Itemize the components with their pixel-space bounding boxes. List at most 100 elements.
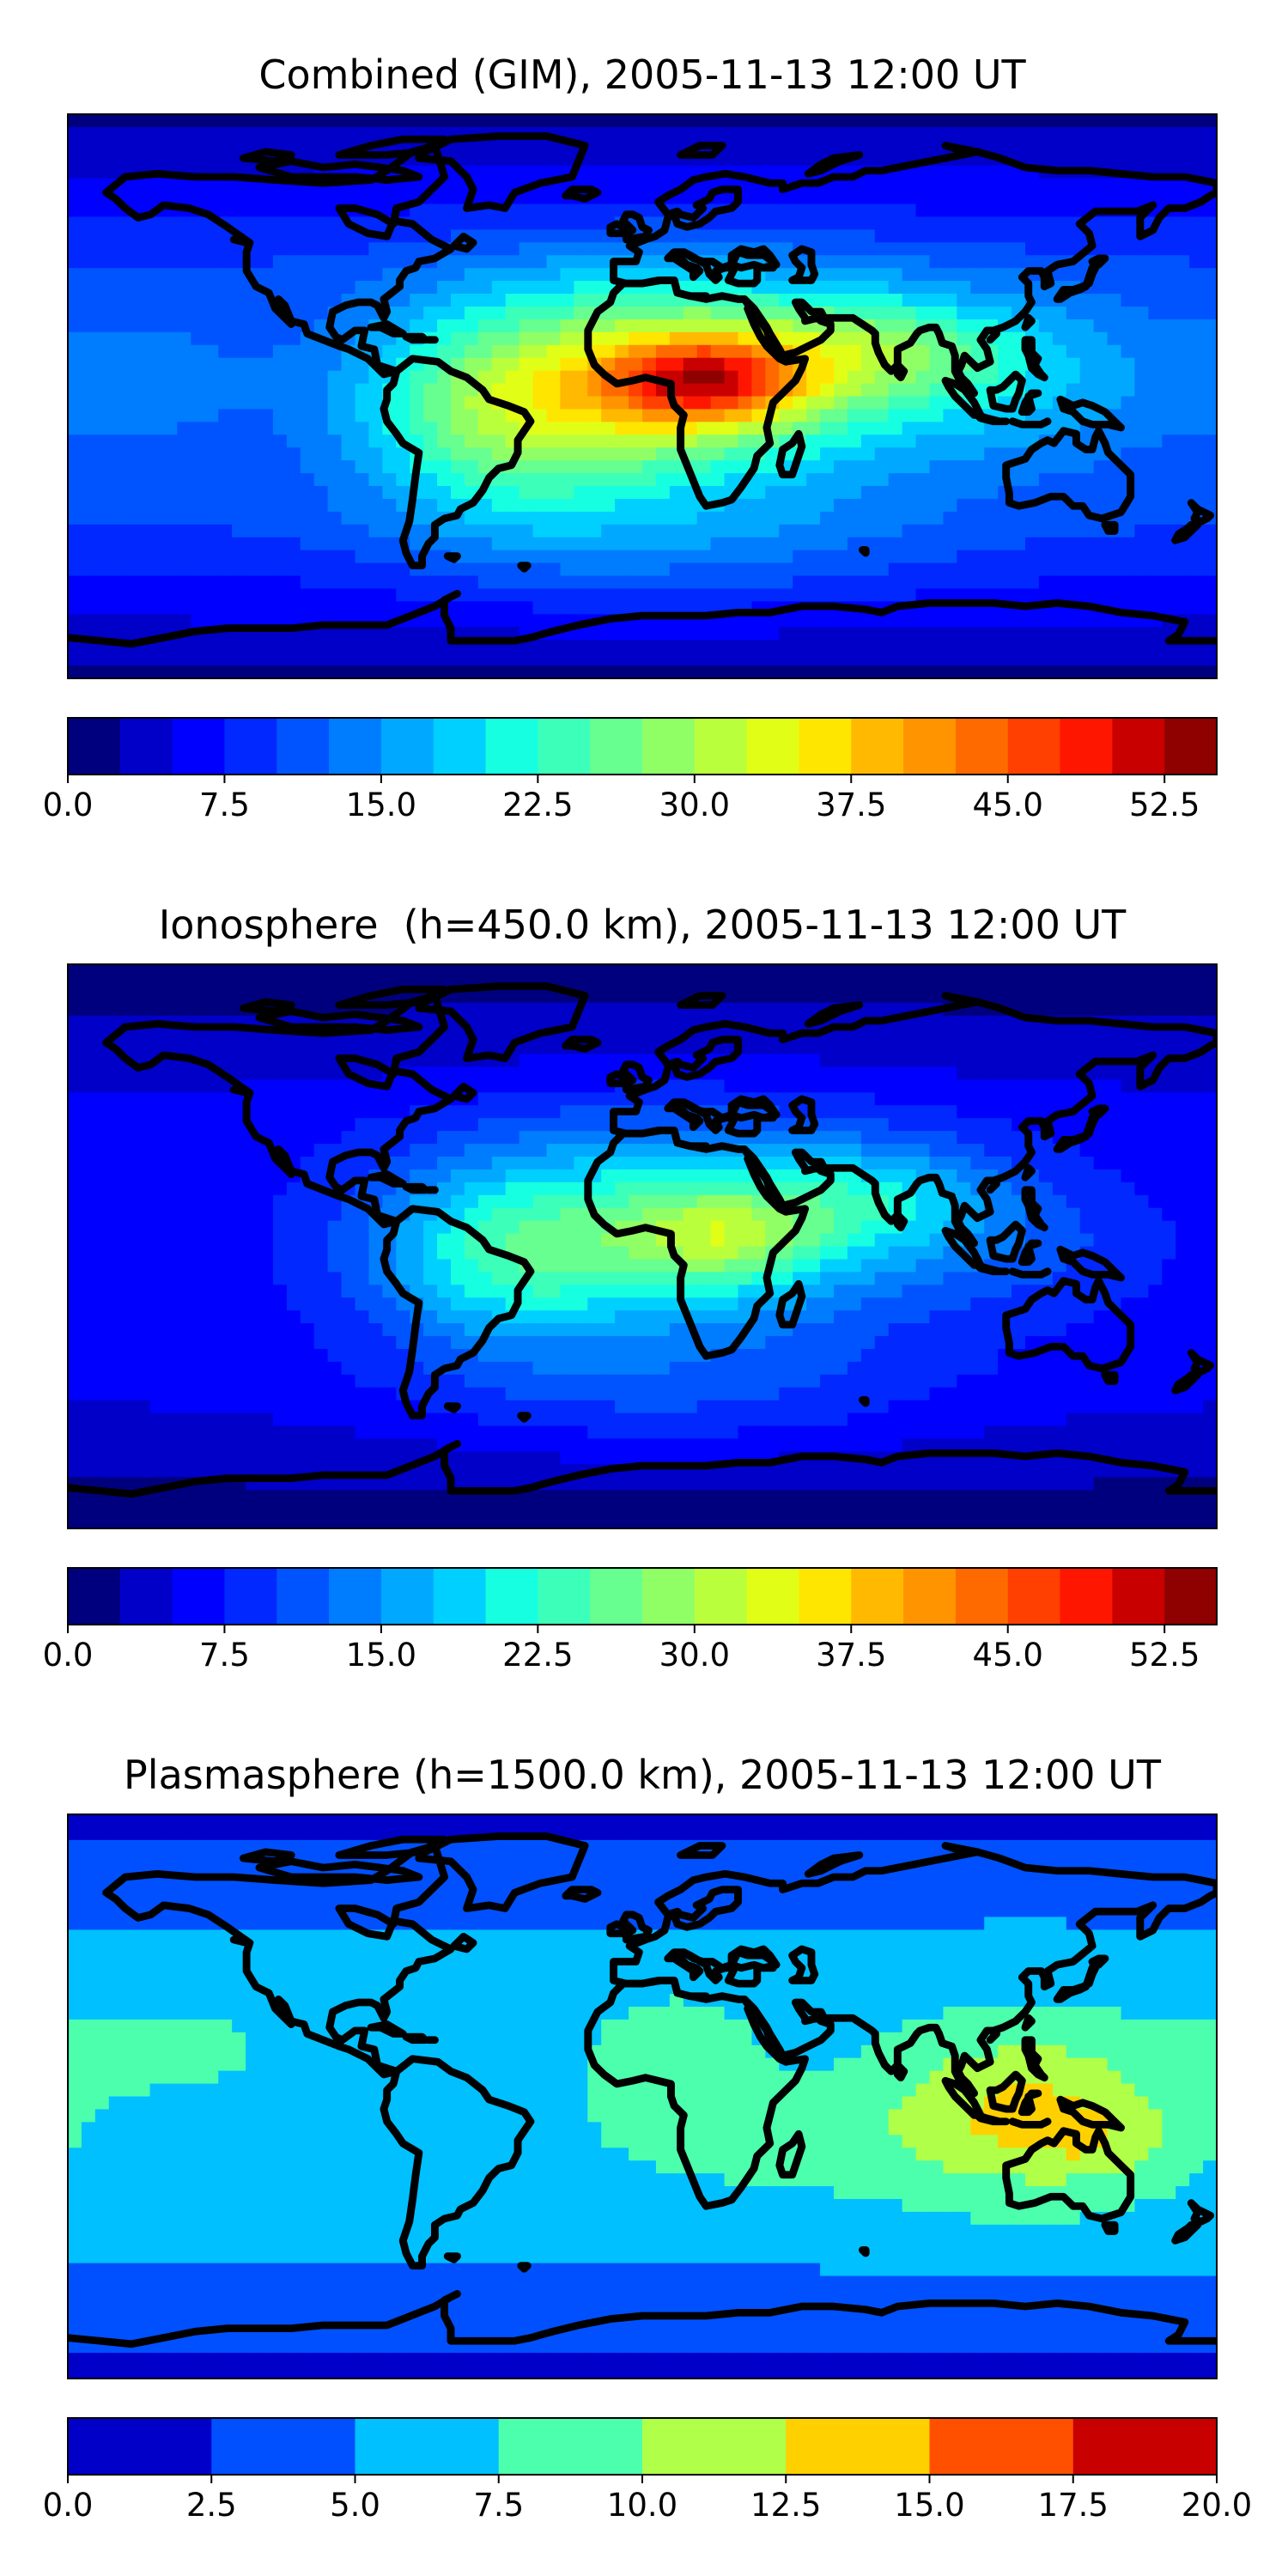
field-cell <box>286 524 301 538</box>
field-cell <box>1134 268 1149 282</box>
field-cell <box>149 498 165 513</box>
field-cell <box>272 229 288 243</box>
field-cell <box>1107 383 1122 398</box>
field-cell <box>943 1092 957 1106</box>
field-cell <box>1203 139 1217 154</box>
field-cell <box>108 976 124 991</box>
field-cell <box>81 964 96 978</box>
field-cell <box>888 1118 903 1132</box>
field-cell <box>765 614 780 628</box>
field-cell <box>177 1144 191 1157</box>
field-cell <box>122 665 137 678</box>
field-cell <box>246 114 260 128</box>
field-cell <box>655 152 671 167</box>
field-cell <box>532 447 548 461</box>
field-cell <box>1052 964 1067 978</box>
field-cell <box>423 1144 438 1157</box>
field-cell <box>834 588 848 603</box>
field-cell <box>122 319 137 333</box>
field-cell <box>834 447 848 461</box>
field-cell <box>929 665 945 678</box>
field-cell <box>806 447 821 461</box>
field-cell <box>1176 1002 1190 1017</box>
field-cell <box>834 486 848 500</box>
field-cell <box>505 242 520 256</box>
field-cell <box>396 964 410 978</box>
field-cell <box>259 588 274 603</box>
field-cell <box>1025 216 1040 230</box>
field-cell <box>327 473 343 487</box>
field-cell <box>451 447 465 461</box>
field-cell <box>313 665 329 678</box>
field-cell <box>655 473 671 487</box>
field-cell <box>532 964 548 978</box>
field-cell <box>437 331 452 346</box>
field-cell <box>1079 473 1095 487</box>
field-cell <box>259 653 274 666</box>
field-cell <box>68 1144 82 1157</box>
field-cell <box>368 498 383 513</box>
field-cell <box>286 1054 301 1068</box>
field-cell <box>793 486 807 500</box>
field-cell <box>108 281 124 295</box>
field-cell <box>204 524 219 538</box>
field-cell <box>94 216 110 230</box>
field-cell <box>820 1041 835 1055</box>
field-cell <box>984 588 999 603</box>
field-cell <box>396 640 410 653</box>
field-cell <box>1107 281 1122 295</box>
field-cell <box>1107 126 1122 141</box>
field-cell <box>1107 152 1122 167</box>
field-cell <box>902 216 917 230</box>
field-cell <box>232 601 246 615</box>
field-cell <box>629 447 643 461</box>
field-cell <box>998 524 1012 538</box>
field-cell <box>204 460 219 474</box>
field-cell <box>710 665 726 678</box>
field-cell <box>232 665 246 678</box>
field-cell <box>998 331 1012 346</box>
field-cell <box>587 383 602 398</box>
field-cell <box>847 1131 862 1145</box>
field-cell <box>902 1066 917 1080</box>
field-cell <box>984 281 999 295</box>
field-cell <box>477 588 493 603</box>
field-cell <box>724 473 739 487</box>
field-cell <box>710 242 726 256</box>
field-cell <box>327 627 343 641</box>
field-cell <box>1066 114 1081 128</box>
field-cell <box>246 537 260 551</box>
field-cell <box>546 653 562 666</box>
field-cell <box>286 1092 301 1106</box>
field-cell <box>122 964 137 978</box>
field-cell <box>368 114 383 128</box>
field-cell <box>1038 447 1054 461</box>
field-cell <box>519 383 534 398</box>
field-cell <box>477 550 493 564</box>
field-cell <box>915 976 931 991</box>
field-cell <box>957 524 971 538</box>
field-cell <box>860 268 876 282</box>
field-cell <box>984 665 999 678</box>
field-cell <box>1079 191 1095 205</box>
field-cell <box>300 383 315 398</box>
field-cell <box>491 139 507 154</box>
field-cell <box>1038 640 1054 653</box>
field-cell <box>1148 498 1163 513</box>
field-cell <box>751 588 766 603</box>
field-cell <box>957 1105 971 1119</box>
field-cell <box>834 114 848 128</box>
field-cell <box>464 575 479 590</box>
field-cell <box>300 1118 315 1132</box>
field-cell <box>902 447 917 461</box>
field-cell <box>532 460 548 474</box>
field-cell <box>1134 331 1149 346</box>
field-cell <box>834 562 848 577</box>
field-cell <box>1148 294 1163 307</box>
field-cell <box>1052 614 1067 628</box>
field-cell <box>204 1079 219 1093</box>
field-cell <box>1134 575 1149 590</box>
field-cell <box>1012 139 1026 154</box>
field-cell <box>779 216 793 230</box>
field-cell <box>820 550 835 564</box>
